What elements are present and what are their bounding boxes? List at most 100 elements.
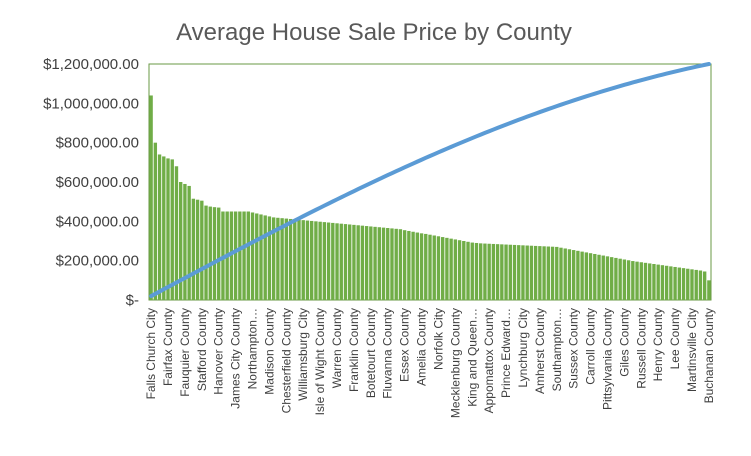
bar bbox=[550, 246, 555, 300]
bar bbox=[424, 233, 428, 300]
bar bbox=[402, 230, 407, 300]
bar bbox=[419, 233, 424, 300]
bar bbox=[271, 217, 276, 300]
bar bbox=[436, 236, 441, 300]
bar bbox=[280, 218, 284, 300]
y-tick-label: $800,000.00 bbox=[56, 135, 139, 152]
bar bbox=[698, 270, 703, 300]
bar bbox=[622, 259, 627, 300]
x-tick-label: Buchanan County bbox=[702, 308, 716, 403]
bar bbox=[364, 226, 369, 300]
x-tick-label: Falls Church City bbox=[144, 308, 158, 399]
bar bbox=[508, 244, 512, 300]
bar bbox=[686, 268, 690, 300]
bar bbox=[432, 235, 436, 300]
bar bbox=[660, 265, 665, 300]
bar bbox=[597, 254, 601, 300]
bar bbox=[605, 256, 610, 300]
bar bbox=[301, 220, 305, 300]
y-tick-label: $1,000,000.00 bbox=[43, 95, 139, 112]
bar bbox=[212, 207, 217, 300]
bar bbox=[407, 230, 411, 300]
bar bbox=[352, 224, 356, 300]
bar bbox=[174, 166, 179, 300]
bar bbox=[571, 250, 576, 300]
bar bbox=[504, 244, 508, 300]
bar bbox=[690, 269, 694, 300]
bar bbox=[229, 211, 234, 300]
x-tick-label: Hanover County bbox=[212, 308, 226, 395]
bar bbox=[533, 245, 538, 300]
bar bbox=[288, 218, 293, 300]
bar bbox=[233, 211, 238, 300]
bar bbox=[166, 158, 170, 300]
bar bbox=[584, 252, 589, 300]
x-tick-label: Henry County bbox=[651, 308, 665, 381]
x-tick-label: Amelia County bbox=[415, 308, 429, 386]
bar bbox=[398, 229, 403, 300]
bar bbox=[377, 227, 381, 300]
bar bbox=[517, 245, 521, 300]
bar bbox=[394, 228, 398, 300]
bar bbox=[314, 221, 318, 300]
bar bbox=[449, 238, 453, 300]
line-series bbox=[149, 62, 711, 299]
x-tick-label: Isle of Wight County bbox=[313, 308, 327, 415]
bar bbox=[246, 211, 250, 300]
bar bbox=[529, 245, 534, 300]
bar bbox=[601, 255, 605, 300]
bar bbox=[500, 244, 504, 300]
x-tick-label: Giles County bbox=[617, 308, 631, 377]
bar bbox=[381, 227, 386, 300]
bar bbox=[538, 246, 542, 300]
x-tick-label: James City County bbox=[229, 308, 243, 409]
bar bbox=[440, 237, 445, 300]
x-tick-label: Mecklenburg County bbox=[448, 308, 462, 418]
bar bbox=[618, 258, 622, 300]
y-tick-label: $200,000.00 bbox=[56, 253, 139, 270]
x-tick-label: Botetourt County bbox=[364, 308, 378, 398]
bar bbox=[576, 250, 580, 300]
bar bbox=[588, 253, 593, 300]
x-tick-label: Amherst County bbox=[533, 308, 547, 394]
x-tick-label: Williamsburg City bbox=[296, 308, 310, 401]
chart-title: Average House Sale Price by County bbox=[176, 19, 572, 46]
bar bbox=[631, 261, 635, 300]
bar bbox=[331, 222, 335, 300]
bar bbox=[652, 264, 656, 300]
bar bbox=[322, 222, 327, 300]
bar bbox=[191, 198, 196, 300]
y-tick-label: $400,000.00 bbox=[56, 213, 139, 230]
bar bbox=[479, 243, 483, 300]
bar bbox=[263, 215, 267, 300]
x-tick-label: Lee County bbox=[668, 308, 682, 369]
bar bbox=[483, 243, 487, 300]
x-tick-label: Madison County bbox=[262, 308, 276, 395]
bar bbox=[195, 199, 200, 300]
bar bbox=[593, 253, 597, 300]
bar bbox=[149, 95, 153, 300]
bar bbox=[702, 271, 707, 300]
x-tick-label: Warren County bbox=[330, 308, 344, 388]
bar bbox=[546, 246, 551, 300]
bar bbox=[200, 200, 204, 300]
bar bbox=[694, 269, 698, 300]
bar bbox=[462, 241, 466, 300]
bar bbox=[309, 220, 314, 300]
x-tick-label: Southampton… bbox=[550, 308, 564, 391]
bar bbox=[318, 221, 322, 300]
bar bbox=[643, 262, 648, 300]
bar bbox=[157, 154, 162, 300]
bar bbox=[373, 226, 377, 300]
y-tick-label: $- bbox=[126, 292, 139, 309]
bar bbox=[470, 242, 474, 300]
bar bbox=[673, 266, 677, 300]
x-tick-label: Lynchburg City bbox=[516, 308, 530, 388]
bar bbox=[648, 263, 652, 300]
x-tick-label: Stafford County bbox=[195, 308, 209, 391]
x-axis: Falls Church City Fairfax County Fauquier … bbox=[144, 308, 716, 418]
bar bbox=[639, 262, 643, 300]
bar bbox=[255, 213, 259, 300]
bar bbox=[339, 223, 343, 300]
